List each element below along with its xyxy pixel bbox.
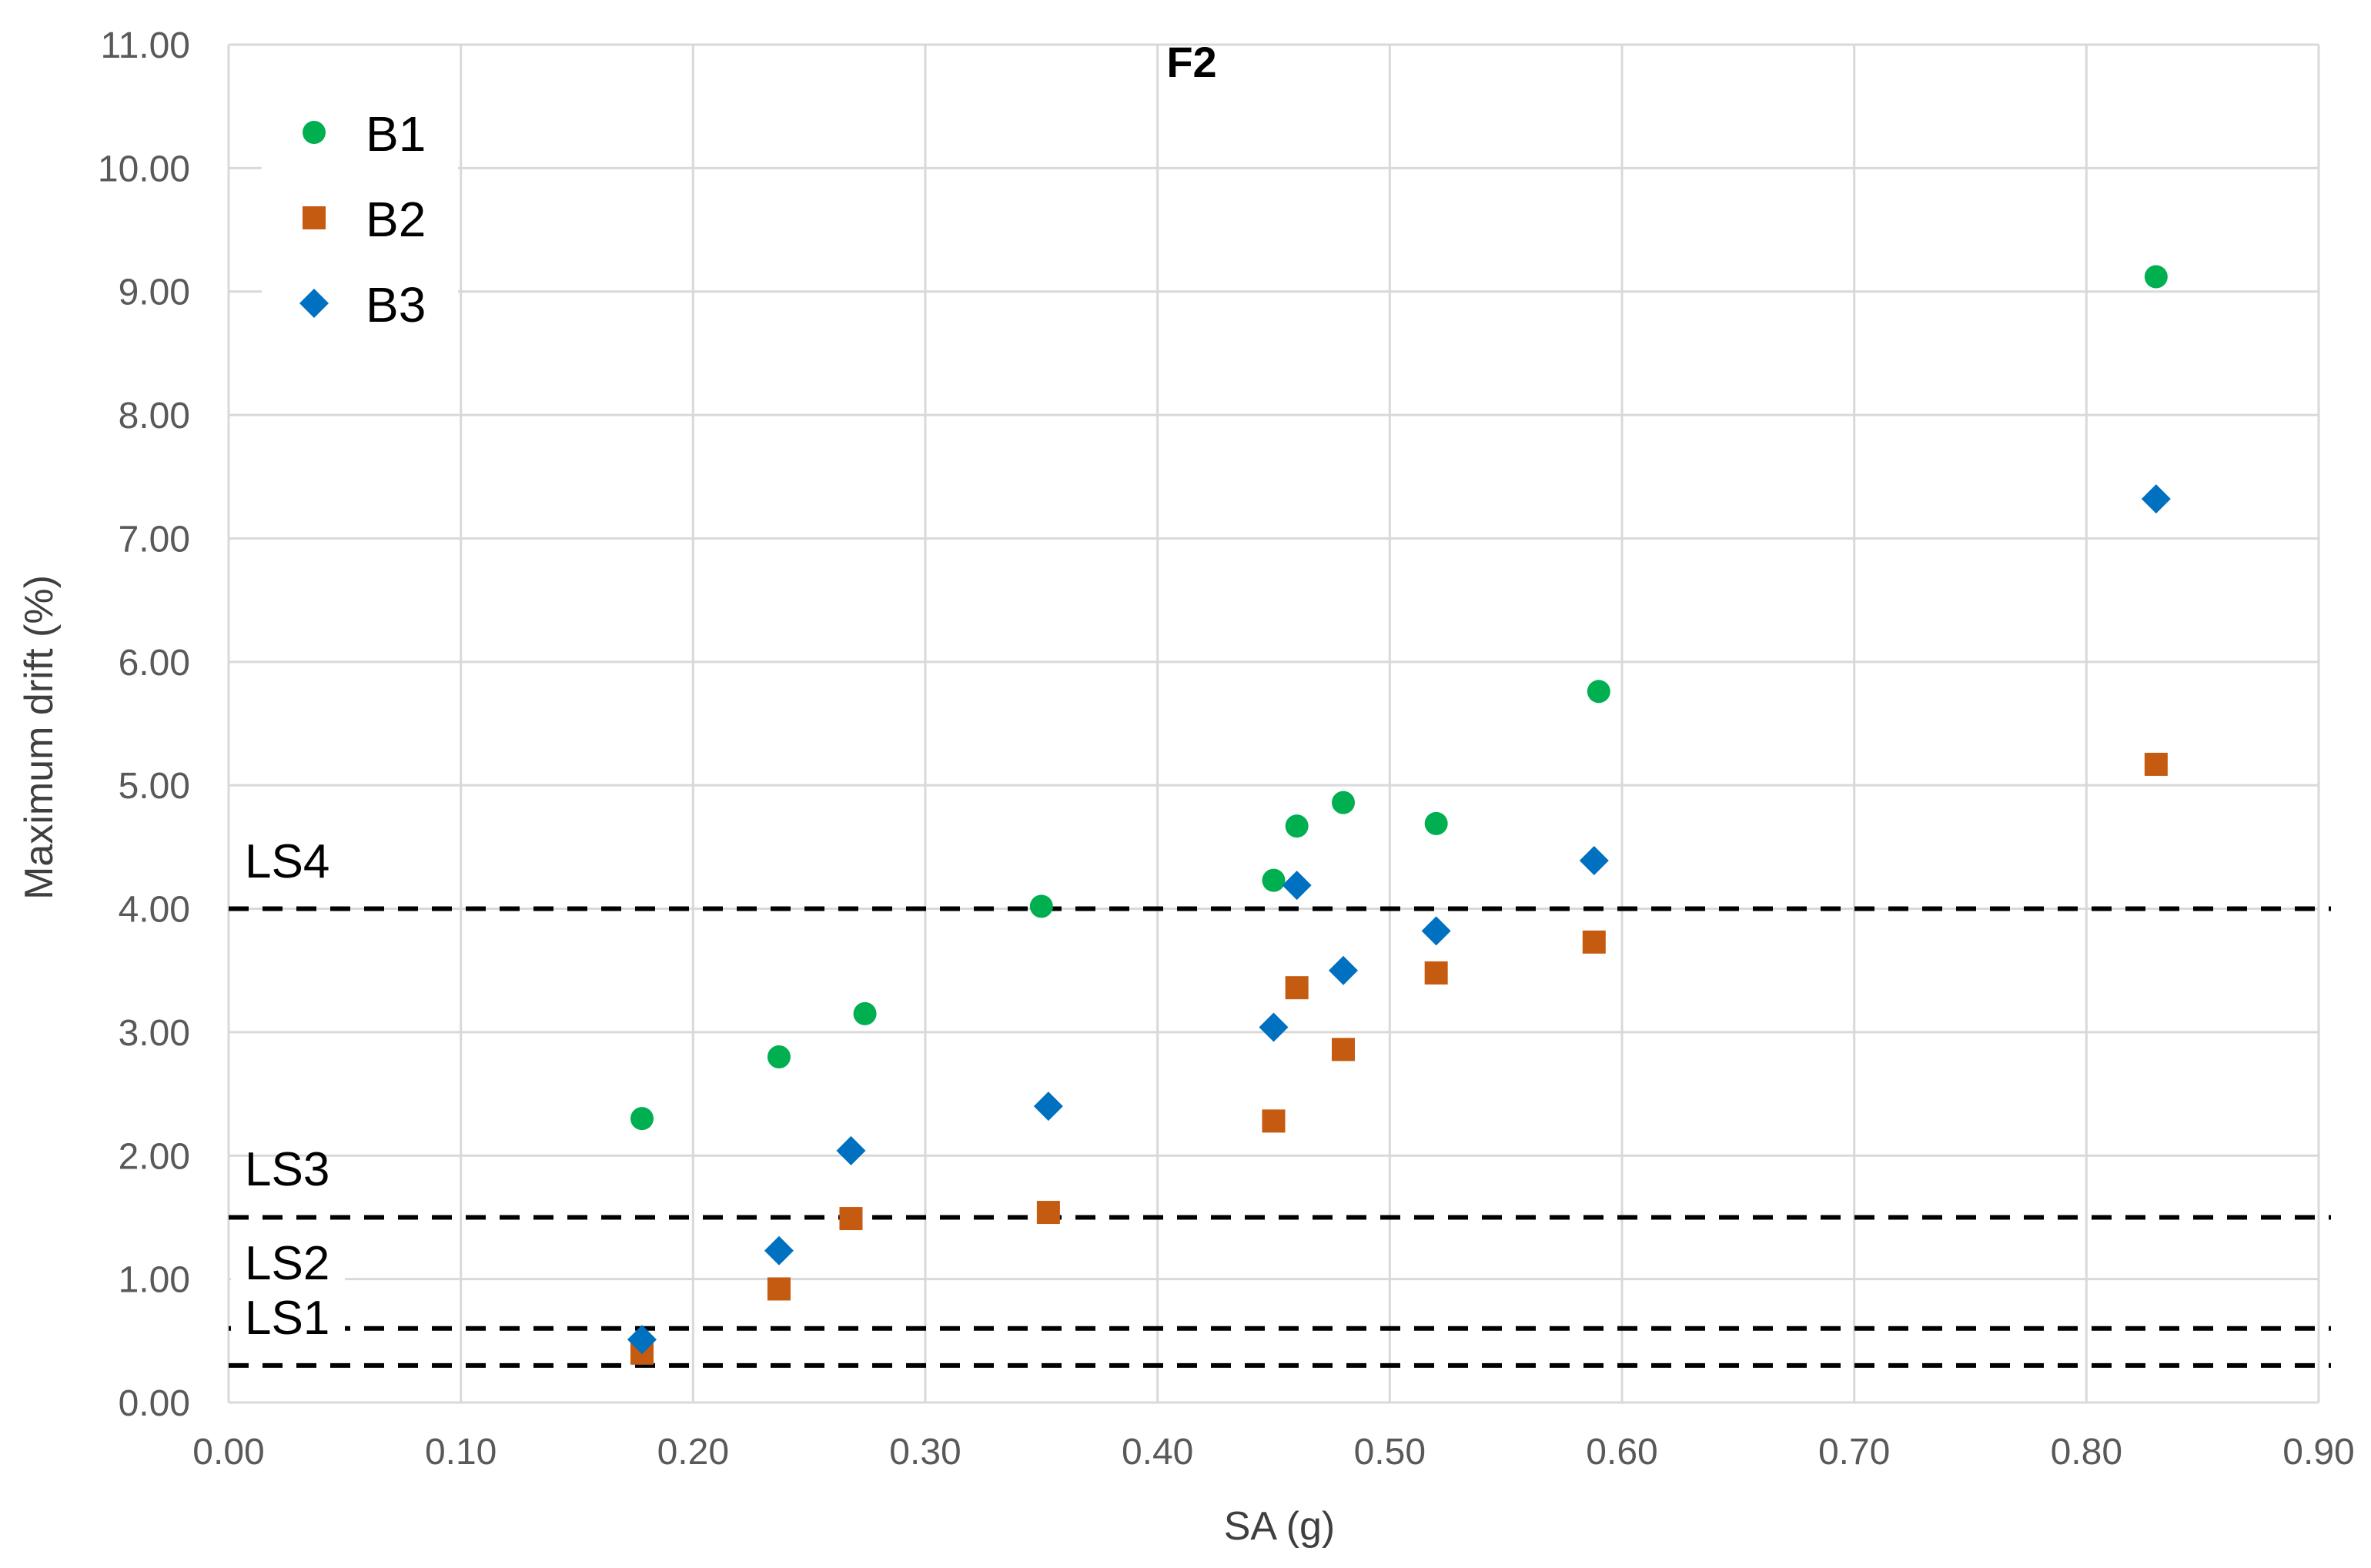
y-tick-label: 4.00 [119,890,190,931]
x-tick-label: 0.40 [1122,1432,1193,1473]
x-tick-label: 0.70 [1818,1432,1890,1473]
x-tick-label: 0.50 [1354,1432,1426,1473]
limit-label-ls4: LS4 [245,835,329,888]
point-b3 [1282,871,1312,901]
legend-marker-b1 [303,121,326,144]
limit-label-bg [231,1235,345,1287]
point-b1 [2144,265,2168,289]
point-b1 [1587,680,1610,704]
gridlines [227,43,2320,1404]
y-tick-label: 5.00 [119,766,190,807]
point-b2 [1262,1109,1286,1133]
point-b2 [1332,1038,1355,1061]
y-tick-label: 10.00 [98,149,190,189]
point-b2 [2144,752,2168,776]
y-tick-label: 6.00 [119,643,190,684]
limit-label-ls3: LS3 [245,1143,329,1196]
y-axis-title: Maximum drift (%) [17,575,62,900]
y-tick-label: 8.00 [119,396,190,436]
limit-label-ls1: LS1 [245,1292,329,1345]
point-b3 [1579,846,1609,876]
point-b1 [1424,811,1448,835]
legend: B1 B2 B3 [262,92,458,346]
legend-label-b3: B3 [366,277,426,333]
limit-label-ls2: LS2 [245,1237,329,1290]
x-tick-label: 0.20 [657,1432,729,1473]
point-b1 [853,1001,877,1025]
legend-marker-b3 [299,289,329,318]
point-b2 [1036,1201,1060,1225]
point-b1 [1262,868,1286,892]
x-axis-title: SA (g) [1224,1504,1336,1549]
point-b2 [839,1207,863,1231]
point-b2 [1582,930,1606,954]
point-b1 [767,1045,791,1068]
legend-background [262,92,458,346]
y-tick-label: 3.00 [119,1013,190,1054]
point-b1 [1332,791,1355,814]
y-tick-label: 1.00 [119,1260,190,1301]
legend-label-b2: B2 [366,192,426,247]
point-b2 [767,1277,791,1301]
y-tick-label: 11.00 [100,25,190,66]
legend-label-b1: B1 [366,106,426,162]
y-tick-label: 2.00 [119,1136,190,1177]
y-tick-label: 7.00 [119,519,190,560]
legend-marker-b2 [303,206,326,229]
x-tick-label: 0.10 [425,1432,497,1473]
point-b1 [1029,894,1053,918]
x-tick-label: 0.60 [1586,1432,1657,1473]
x-tick-label: 0.00 [192,1432,264,1473]
point-b3 [764,1235,794,1265]
x-tick-label: 0.30 [889,1432,961,1473]
x-tick-label: 0.80 [2051,1432,2122,1473]
chart-title: F2 [1166,38,1216,86]
point-b3 [1421,916,1451,946]
point-b1 [630,1107,654,1131]
y-tick-label: 0.00 [119,1383,190,1424]
point-b3 [1329,955,1358,985]
limit-label-bg [231,1289,345,1342]
point-b3 [627,1325,657,1355]
point-b1 [1285,814,1309,838]
point-b2 [1424,961,1448,985]
point-b2 [1285,976,1309,1000]
point-b3 [2141,484,2171,514]
point-b3 [836,1135,866,1165]
point-b3 [1259,1012,1289,1042]
x-tick-label: 0.90 [2282,1432,2354,1473]
tick-labels: 0.00 1.00 2.00 3.00 4.00 5.00 6.00 7.00 8.00 9.00… [98,25,2355,1473]
point-b3 [1033,1092,1063,1122]
data-points [627,265,2171,1365]
y-tick-label: 9.00 [119,272,190,313]
